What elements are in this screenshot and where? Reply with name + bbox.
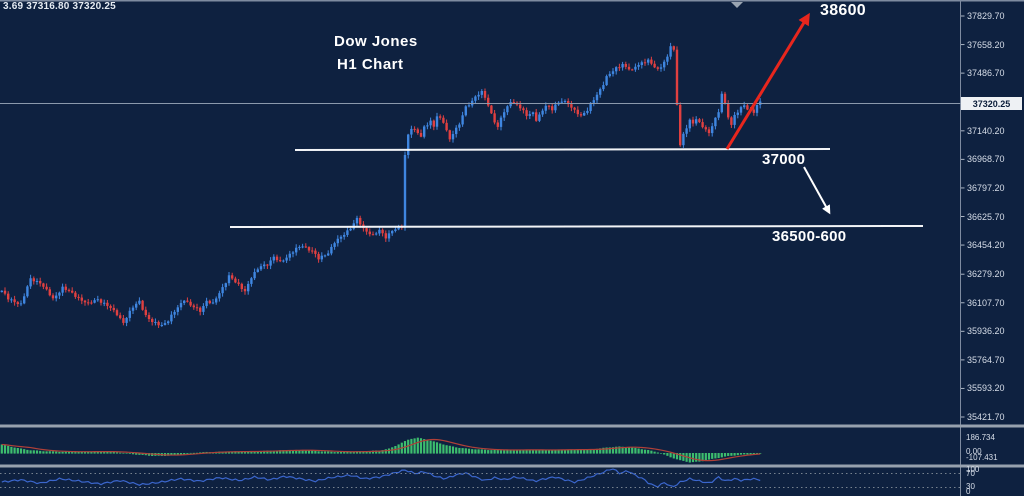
price-axis-label: 35764.70 — [967, 354, 1005, 365]
price-axis-label: 35421.70 — [967, 412, 1005, 422]
candlestick-series — [0, 42, 762, 328]
rsi-level-30-label: 30 — [966, 482, 975, 491]
resistance-level-label[interactable]: 37000 — [762, 151, 806, 168]
price-axis-label: 37486.70 — [967, 68, 1005, 79]
symbol-info-text: 3.69 37316.80 37320.25 — [3, 1, 116, 12]
chart-watermark-symbol: Dow Jones — [334, 33, 418, 50]
price-axis-label: 36625.70 — [967, 211, 1005, 222]
chart-watermark-timeframe: H1 Chart — [337, 56, 404, 73]
macd-min-label: -107.431 — [966, 453, 998, 462]
panel-separator — [0, 424, 1024, 428]
bullish-target-arrow — [725, 12, 810, 150]
current-price-tag: 37320.25 — [961, 97, 1022, 110]
price-axis-label: 36279.20 — [967, 269, 1005, 280]
price-axis-label: 36107.70 — [967, 297, 1005, 308]
price-axis-label: 36797.20 — [967, 182, 1005, 193]
price-axis-label: 37658.20 — [967, 39, 1005, 50]
macd-max-label: 186.734 — [966, 433, 995, 442]
pullback-arrow — [803, 166, 831, 215]
panel-separator — [0, 464, 1024, 468]
macd-zero-label: 0.00 — [966, 447, 982, 456]
macd-histogram — [0, 437, 762, 463]
rsi-level-70-label: 70 — [966, 469, 975, 478]
support-trendline — [229, 225, 924, 228]
resistance-trendline — [294, 148, 831, 151]
rsi-line — [1, 468, 761, 488]
target-price-label[interactable]: 38600 — [820, 2, 866, 19]
price-axis-label: 37140.20 — [967, 125, 1005, 136]
rsi-level-100-label: 100 — [966, 465, 980, 474]
price-axis-label: 37829.70 — [967, 11, 1005, 21]
price-axis-label: 36968.70 — [967, 154, 1005, 165]
price-axis-label: 35593.20 — [967, 383, 1005, 394]
drawing-objects[interactable] — [229, 12, 924, 228]
price-axis-label: 36454.20 — [967, 240, 1005, 251]
support-zone-label[interactable]: 36500-600 — [772, 228, 847, 245]
price-axis-label: 35936.20 — [967, 326, 1005, 337]
scroll-to-end-marker — [731, 2, 743, 8]
rsi-level-0-label: 0 — [966, 487, 971, 496]
